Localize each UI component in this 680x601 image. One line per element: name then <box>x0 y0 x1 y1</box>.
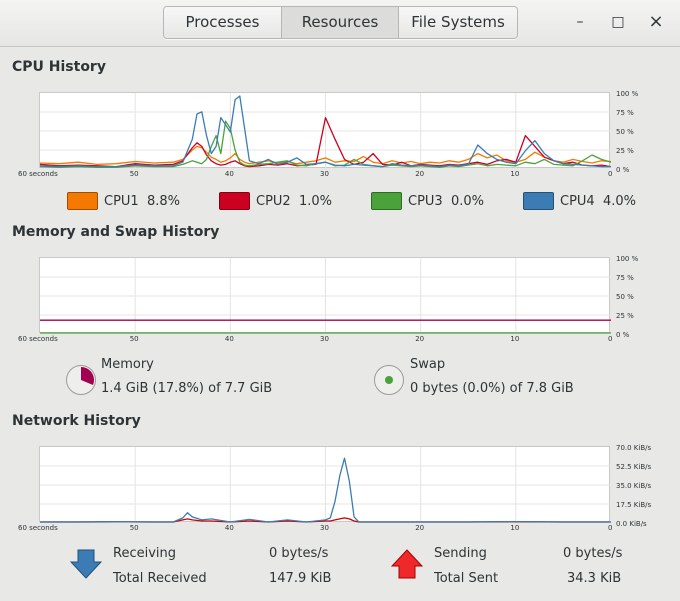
cpu2-legend: CPU2 1.0% <box>219 191 332 211</box>
y-tick-label: 25 % <box>616 312 634 320</box>
y-tick-label: 50 % <box>616 128 634 136</box>
sending-rate: 0 bytes/s <box>563 546 623 561</box>
cpu-history-plot <box>40 93 611 169</box>
receiving-line <box>40 457 611 523</box>
cpu4-legend: CPU4 4.0% <box>523 191 636 211</box>
y-tick-label: 0.0 KiB/s <box>616 520 647 528</box>
receiving-rate: 0 bytes/s <box>269 546 329 561</box>
cpu2-color-swatch[interactable] <box>219 192 250 210</box>
cpu3-color-swatch[interactable] <box>371 192 402 210</box>
y-tick-label: 52.5 KiB/s <box>616 463 652 471</box>
swap-pie-icon[interactable] <box>374 365 404 395</box>
x-tick-label: 0 <box>608 170 613 178</box>
x-tick-label: 10 <box>510 335 520 343</box>
y-tick-label: 50 % <box>616 293 634 301</box>
x-tick-label: 0 <box>608 524 613 532</box>
network-history-title: Network History <box>12 413 141 429</box>
total-received-label: Total Received <box>113 571 207 586</box>
receiving-arrow-icon[interactable] <box>70 548 102 580</box>
cpu2-label: CPU2 1.0% <box>256 193 332 209</box>
cpu1-color-swatch[interactable] <box>67 192 98 210</box>
total-sent-value: 34.3 KiB <box>567 571 622 586</box>
cpu-history-title: CPU History <box>12 59 106 75</box>
x-tick-label: 20 <box>415 335 425 343</box>
cpu1-legend: CPU1 8.8% <box>67 191 180 211</box>
cpu1-label: CPU1 8.8% <box>104 193 180 209</box>
memory-history-plot <box>40 258 611 334</box>
y-tick-label: 75 % <box>616 109 634 117</box>
x-tick-label: 20 <box>415 170 425 178</box>
x-tick-label: 60 seconds <box>18 335 58 343</box>
swap-label: Swap <box>410 357 446 372</box>
y-tick-label: 100 % <box>616 255 639 263</box>
y-tick-label: 0 % <box>616 331 630 339</box>
x-tick-label: 50 <box>129 170 139 178</box>
y-tick-label: 70.0 KiB/s <box>616 444 652 452</box>
sending-label: Sending <box>434 546 487 561</box>
x-tick-label: 0 <box>608 335 613 343</box>
y-tick-label: 17.5 KiB/s <box>616 501 652 509</box>
tab-resources[interactable]: Resources <box>282 7 399 38</box>
cpu-history-graph <box>39 92 611 169</box>
maximize-button[interactable]: □ <box>611 14 625 30</box>
x-tick-label: 40 <box>224 524 234 532</box>
sending-arrow-icon[interactable] <box>391 548 423 580</box>
memory-history-graph <box>39 257 611 334</box>
cpu3-legend: CPU3 0.0% <box>371 191 484 211</box>
network-history-plot <box>40 447 611 523</box>
header-bar: Processes Resources File Systems – □ × <box>0 0 680 47</box>
tab-processes[interactable]: Processes <box>164 7 282 38</box>
y-tick-label: 0 % <box>616 166 630 174</box>
network-history-graph <box>39 446 611 523</box>
minimize-button[interactable]: – <box>576 14 584 30</box>
cpu2-line <box>40 116 611 168</box>
y-tick-label: 35.0 KiB/s <box>616 482 652 490</box>
x-tick-label: 10 <box>510 170 520 178</box>
view-switcher: Processes Resources File Systems <box>163 6 518 39</box>
y-tick-label: 25 % <box>616 147 634 155</box>
cpu3-label: CPU3 0.0% <box>408 193 484 209</box>
memory-label: Memory <box>101 357 154 372</box>
total-received-value: 147.9 KiB <box>269 571 332 586</box>
memory-pie-icon[interactable] <box>66 365 96 395</box>
receiving-label: Receiving <box>113 546 177 561</box>
tab-file-systems[interactable]: File Systems <box>399 7 517 38</box>
x-tick-label: 60 seconds <box>18 170 58 178</box>
x-tick-label: 50 <box>129 335 139 343</box>
x-tick-label: 40 <box>224 335 234 343</box>
swap-value: 0 bytes (0.0%) of 7.8 GiB <box>410 381 574 396</box>
cpu4-color-swatch[interactable] <box>523 192 554 210</box>
close-button[interactable]: × <box>648 11 664 32</box>
x-tick-label: 10 <box>510 524 520 532</box>
cpu4-label: CPU4 4.0% <box>560 193 636 209</box>
x-tick-label: 60 seconds <box>18 524 58 532</box>
memory-value: 1.4 GiB (17.8%) of 7.7 GiB <box>101 381 273 396</box>
memory-history-title: Memory and Swap History <box>12 224 220 240</box>
y-tick-label: 100 % <box>616 90 639 98</box>
x-tick-label: 50 <box>129 524 139 532</box>
y-tick-label: 75 % <box>616 274 634 282</box>
x-tick-label: 30 <box>320 335 329 343</box>
x-tick-label: 20 <box>415 524 425 532</box>
total-sent-label: Total Sent <box>434 571 499 586</box>
x-tick-label: 40 <box>224 170 234 178</box>
x-tick-label: 30 <box>320 170 329 178</box>
cpu4-line <box>40 95 611 168</box>
x-tick-label: 30 <box>320 524 329 532</box>
